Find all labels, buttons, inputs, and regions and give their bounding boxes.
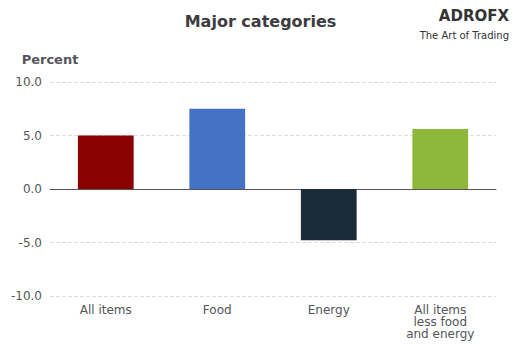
svg-text:10.0: 10.0 — [15, 75, 42, 89]
svg-text:The Art of Trading: The Art of Trading — [419, 30, 509, 41]
svg-text:All items: All items — [414, 303, 467, 317]
svg-text:Food: Food — [203, 303, 232, 317]
svg-text:Percent: Percent — [22, 52, 79, 67]
svg-text:-10.0: -10.0 — [11, 289, 42, 303]
svg-text:less food: less food — [413, 315, 467, 329]
svg-text:and energy: and energy — [406, 327, 474, 341]
svg-text:0.0: 0.0 — [23, 182, 42, 196]
svg-text:Energy: Energy — [308, 303, 350, 317]
svg-text:All items: All items — [80, 303, 132, 317]
svg-text:Major categories: Major categories — [185, 12, 337, 31]
svg-text:ADRO: ADRO — [439, 7, 487, 25]
svg-text:5.0: 5.0 — [23, 129, 42, 143]
svg-text:-5.0: -5.0 — [19, 236, 42, 250]
svg-text:FX: FX — [487, 7, 509, 25]
